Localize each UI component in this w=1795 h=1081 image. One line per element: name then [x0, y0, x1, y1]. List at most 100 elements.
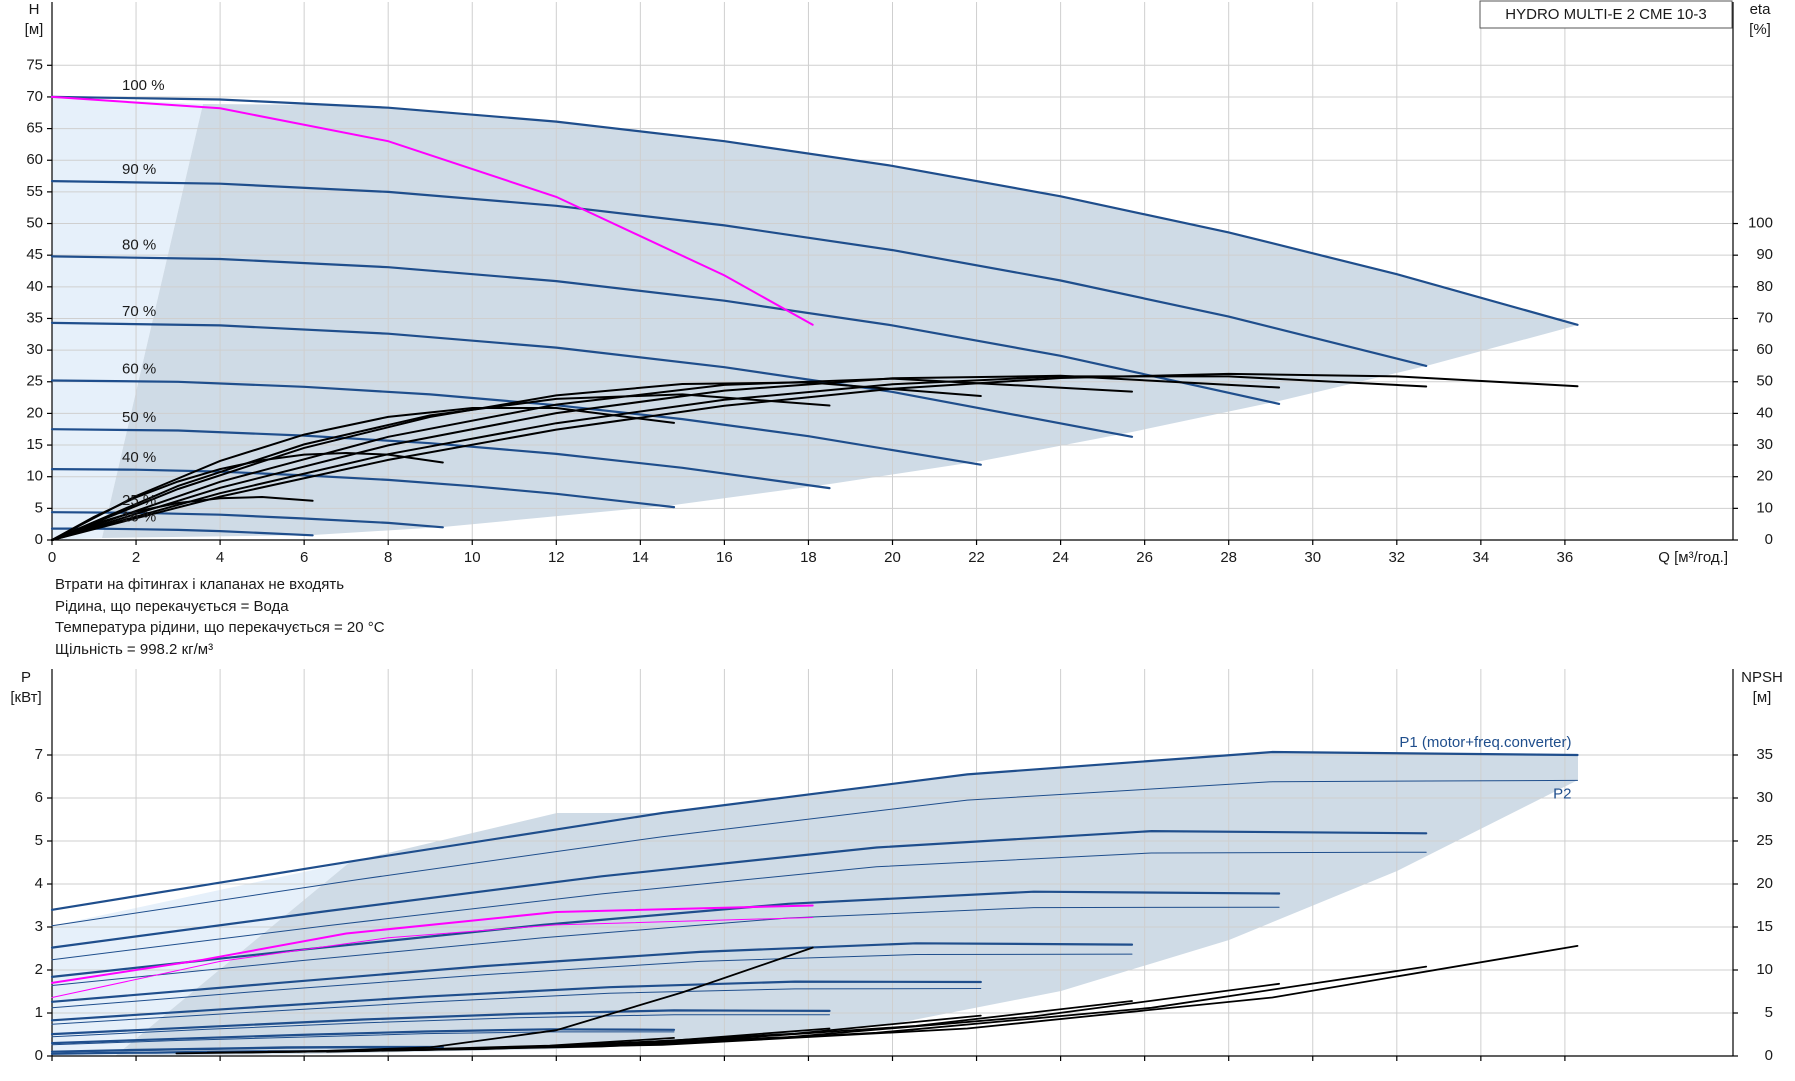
y2-tick-label: 10 — [1756, 499, 1773, 516]
curve — [50, 829, 1428, 949]
y-tick-label: 5 — [35, 499, 43, 516]
curve-label: 16 % — [122, 509, 156, 526]
y2-curve — [51, 393, 831, 541]
y-tick-label: 60 — [26, 151, 43, 168]
curve-label: 100 % — [122, 77, 165, 94]
curve — [51, 851, 1427, 961]
y-axis-title: H — [29, 1, 40, 18]
curve — [50, 1009, 831, 1036]
y-tick-label: 7 — [35, 746, 43, 763]
operating-area — [115, 752, 1578, 1056]
y-tick-label: 4 — [35, 875, 43, 892]
curve-label: 80 % — [122, 236, 156, 253]
y2-tick-label: 100 — [1748, 214, 1773, 231]
y2-curve — [51, 451, 444, 541]
curve-layer — [50, 95, 1579, 1055]
y2-tick-label: 0 — [1765, 1047, 1773, 1064]
y-tick-label: 20 — [26, 404, 43, 421]
x-tick-label: 24 — [1052, 549, 1069, 566]
curve-label: 25 % — [122, 492, 156, 509]
text-layer: 0 2 4 6 8 10 12 14 16 18 20 22 24 26 28 30 32 34 360510152… — [26, 56, 1773, 1064]
curve — [50, 750, 1579, 911]
y2-axis-unit: [%] — [1749, 21, 1771, 38]
curve — [51, 904, 814, 984]
y2-curve — [51, 372, 1579, 541]
grid-layer — [47, 2, 1738, 1061]
y-tick-label: 3 — [35, 918, 43, 935]
x-tick-label: 0 — [48, 549, 56, 566]
x-tick-label: 10 — [464, 549, 481, 566]
curve — [51, 779, 1578, 927]
y-axis-unit: [кВт] — [10, 689, 41, 706]
y-tick-label: 6 — [35, 789, 43, 806]
curve — [50, 1028, 676, 1045]
x-tick-label: 28 — [1220, 549, 1237, 566]
y-tick-label: 40 — [26, 278, 43, 295]
y-tick-label: 10 — [26, 468, 43, 485]
y2-tick-label: 15 — [1756, 918, 1773, 935]
x-tick-label: 36 — [1557, 549, 1574, 566]
y2-curve — [51, 375, 1428, 541]
x-tick-label: 32 — [1388, 549, 1405, 566]
y-tick-label: 25 — [26, 373, 43, 390]
curve — [50, 180, 1428, 367]
curve-label: 90 % — [122, 161, 156, 178]
x-tick-label: 6 — [300, 549, 308, 566]
y2-curve — [51, 495, 314, 541]
y2-tick-label: 30 — [1756, 436, 1773, 453]
curve-label: P1 (motor+freq.converter) — [1399, 734, 1571, 751]
y-tick-label: 0 — [35, 531, 43, 548]
x-tick-label: 20 — [884, 549, 901, 566]
y2-tick-label: 10 — [1756, 961, 1773, 978]
curve — [51, 1047, 444, 1053]
title-box — [1479, 0, 1733, 29]
curve — [50, 428, 831, 490]
note: Температура рідини, що перекачується = 2… — [55, 619, 385, 636]
x-tick-label: 8 — [384, 549, 392, 566]
y2-tick-label: 35 — [1756, 746, 1773, 763]
y2-axis-unit: [м] — [1753, 689, 1772, 706]
y-tick-label: 30 — [26, 341, 43, 358]
y2-tick-label: 20 — [1756, 468, 1773, 485]
y-axis-unit: [м] — [25, 21, 44, 38]
x-tick-label: 4 — [216, 549, 224, 566]
y2-tick-label: 50 — [1756, 373, 1773, 390]
curve — [50, 468, 676, 509]
x-tick-label: 14 — [632, 549, 649, 566]
y2-curve — [175, 1037, 675, 1055]
curve — [50, 321, 1134, 438]
x-tick-label: 2 — [132, 549, 140, 566]
y-tick-label: 55 — [26, 183, 43, 200]
y-tick-label: 50 — [26, 214, 43, 231]
curve — [51, 917, 814, 998]
y2-tick-label: 30 — [1756, 789, 1773, 806]
y-tick-label: 45 — [26, 246, 43, 263]
x-tick-label: 22 — [968, 549, 985, 566]
y-tick-label: 15 — [26, 436, 43, 453]
curve — [50, 942, 1134, 1003]
x-axis-title: Q [м³/год.] — [1658, 549, 1728, 566]
curve — [51, 95, 814, 326]
x-tick-label: 18 — [800, 549, 817, 566]
curve-label: P2 — [1553, 785, 1571, 802]
curve — [50, 95, 1579, 326]
y2-tick-label: 25 — [1756, 832, 1773, 849]
x-tick-label: 16 — [716, 549, 733, 566]
curve — [50, 890, 1281, 978]
y2-tick-label: 40 — [1756, 404, 1773, 421]
x-tick-label: 12 — [548, 549, 565, 566]
chart-title: HYDRO MULTI-E 2 CME 10-3 — [1505, 6, 1706, 23]
curve-label: 70 % — [122, 303, 156, 320]
note: Щільність = 998.2 кг/м³ — [55, 641, 213, 658]
y2-curve — [303, 946, 814, 1053]
note: Втрати на фітингах і клапанах не входять — [55, 576, 344, 593]
curve-label: 40 % — [122, 449, 156, 466]
y-tick-label: 5 — [35, 832, 43, 849]
curve — [50, 980, 982, 1022]
y-tick-label: 1 — [35, 1004, 43, 1021]
curve — [51, 1014, 830, 1038]
x-tick-label: 34 — [1473, 549, 1490, 566]
extended-range-area — [52, 862, 350, 1056]
curve — [50, 379, 982, 466]
